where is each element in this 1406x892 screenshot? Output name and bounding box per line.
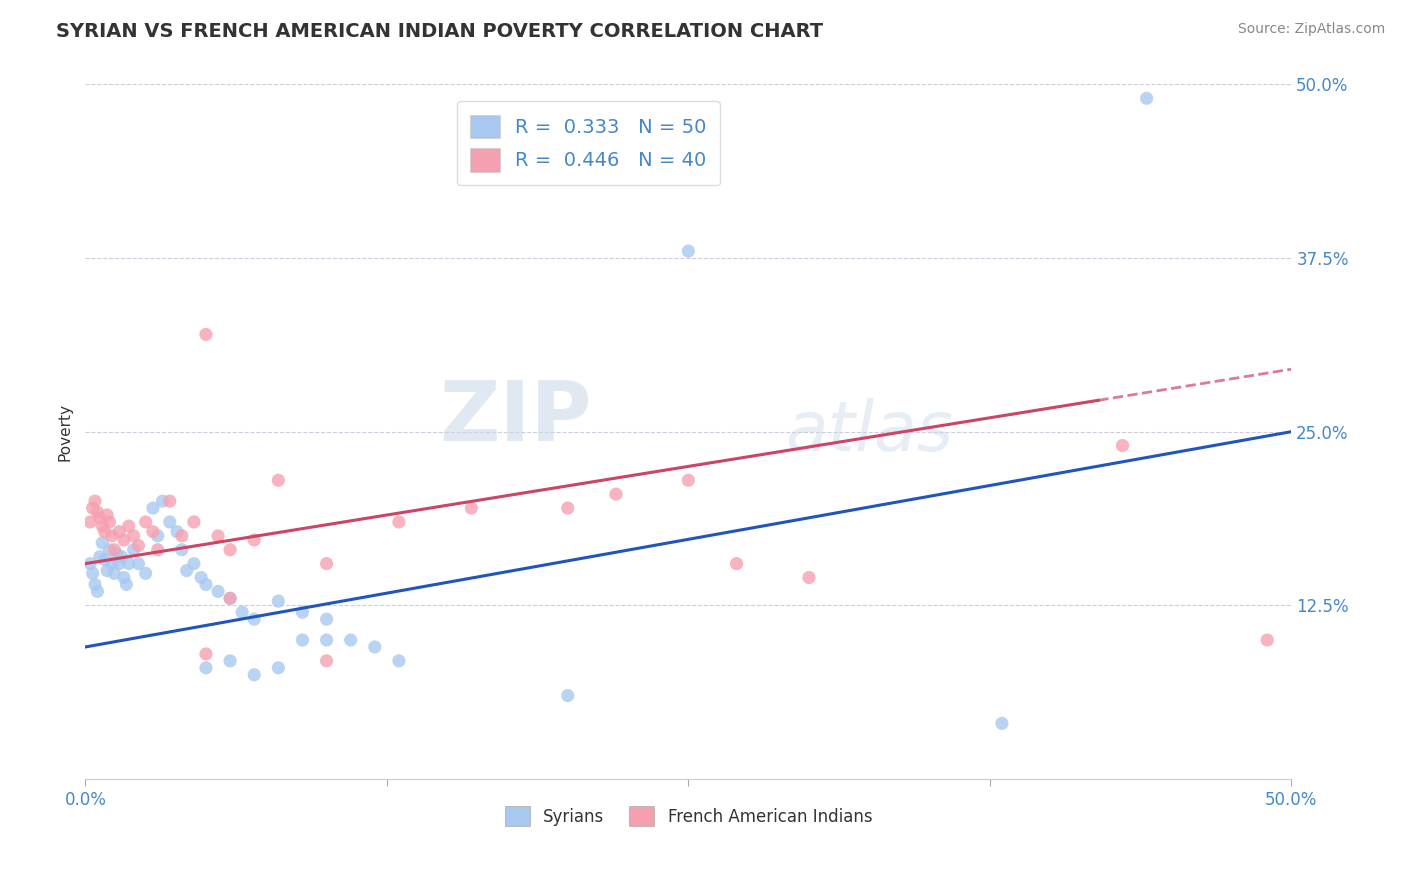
- Point: [146, 529, 169, 543]
- Point: [89, 510, 111, 524]
- Point: [135, 566, 157, 581]
- Point: [82, 501, 104, 516]
- Point: [127, 539, 149, 553]
- Point: [91, 536, 114, 550]
- Point: [725, 557, 748, 571]
- Point: [152, 494, 174, 508]
- Point: [96, 564, 118, 578]
- Point: [159, 515, 181, 529]
- Point: [79, 557, 101, 571]
- Point: [98, 515, 121, 529]
- Point: [243, 533, 266, 547]
- Point: [243, 667, 266, 681]
- Point: [1256, 633, 1278, 648]
- Point: [103, 542, 125, 557]
- Point: [219, 591, 242, 606]
- Point: [84, 577, 107, 591]
- Point: [170, 529, 193, 543]
- Point: [460, 501, 482, 516]
- Point: [101, 557, 124, 571]
- Point: [142, 501, 165, 516]
- Point: [231, 605, 253, 619]
- Point: [122, 529, 145, 543]
- Y-axis label: Poverty: Poverty: [58, 402, 72, 460]
- Point: [557, 501, 579, 516]
- Point: [98, 542, 121, 557]
- Point: [108, 557, 131, 571]
- Point: [1111, 439, 1133, 453]
- Point: [315, 654, 337, 668]
- Point: [194, 661, 217, 675]
- Point: [183, 557, 205, 571]
- Point: [219, 654, 242, 668]
- Point: [79, 515, 101, 529]
- Point: [110, 549, 132, 564]
- Point: [190, 570, 212, 584]
- Point: [118, 557, 141, 571]
- Point: [194, 327, 217, 342]
- Point: [678, 473, 700, 487]
- Legend: Syrians, French American Indians: Syrians, French American Indians: [498, 799, 879, 833]
- Point: [207, 529, 229, 543]
- Point: [991, 716, 1014, 731]
- Point: [115, 577, 138, 591]
- Point: [159, 494, 181, 508]
- Point: [170, 542, 193, 557]
- Point: [678, 244, 700, 259]
- Point: [82, 566, 104, 581]
- Point: [267, 473, 290, 487]
- Point: [207, 584, 229, 599]
- Point: [388, 515, 411, 529]
- Point: [219, 591, 242, 606]
- Point: [243, 612, 266, 626]
- Text: SYRIAN VS FRENCH AMERICAN INDIAN POVERTY CORRELATION CHART: SYRIAN VS FRENCH AMERICAN INDIAN POVERTY…: [56, 22, 824, 41]
- Point: [108, 524, 131, 539]
- Point: [315, 557, 337, 571]
- Point: [797, 570, 820, 584]
- Point: [91, 519, 114, 533]
- Point: [194, 647, 217, 661]
- Point: [1136, 91, 1159, 105]
- Text: atlas: atlas: [785, 398, 953, 466]
- Point: [101, 529, 124, 543]
- Point: [291, 633, 314, 648]
- Point: [142, 524, 165, 539]
- Point: [605, 487, 627, 501]
- Point: [84, 494, 107, 508]
- Point: [105, 547, 128, 561]
- Point: [103, 566, 125, 581]
- Point: [118, 519, 141, 533]
- Point: [112, 570, 135, 584]
- Text: Source: ZipAtlas.com: Source: ZipAtlas.com: [1237, 22, 1385, 37]
- Point: [93, 524, 115, 539]
- Point: [194, 577, 217, 591]
- Point: [219, 542, 242, 557]
- Point: [122, 542, 145, 557]
- Point: [339, 633, 361, 648]
- Point: [86, 584, 108, 599]
- Point: [557, 689, 579, 703]
- Point: [176, 564, 198, 578]
- Point: [364, 640, 387, 654]
- Point: [388, 654, 411, 668]
- Point: [315, 612, 337, 626]
- Point: [183, 515, 205, 529]
- Point: [146, 542, 169, 557]
- Point: [135, 515, 157, 529]
- Text: ZIP: ZIP: [440, 377, 592, 458]
- Point: [89, 549, 111, 564]
- Point: [291, 605, 314, 619]
- Point: [267, 661, 290, 675]
- Point: [93, 552, 115, 566]
- Point: [315, 633, 337, 648]
- Point: [166, 524, 188, 539]
- Point: [86, 505, 108, 519]
- Point: [267, 594, 290, 608]
- Point: [96, 508, 118, 522]
- Point: [127, 557, 149, 571]
- Point: [112, 533, 135, 547]
